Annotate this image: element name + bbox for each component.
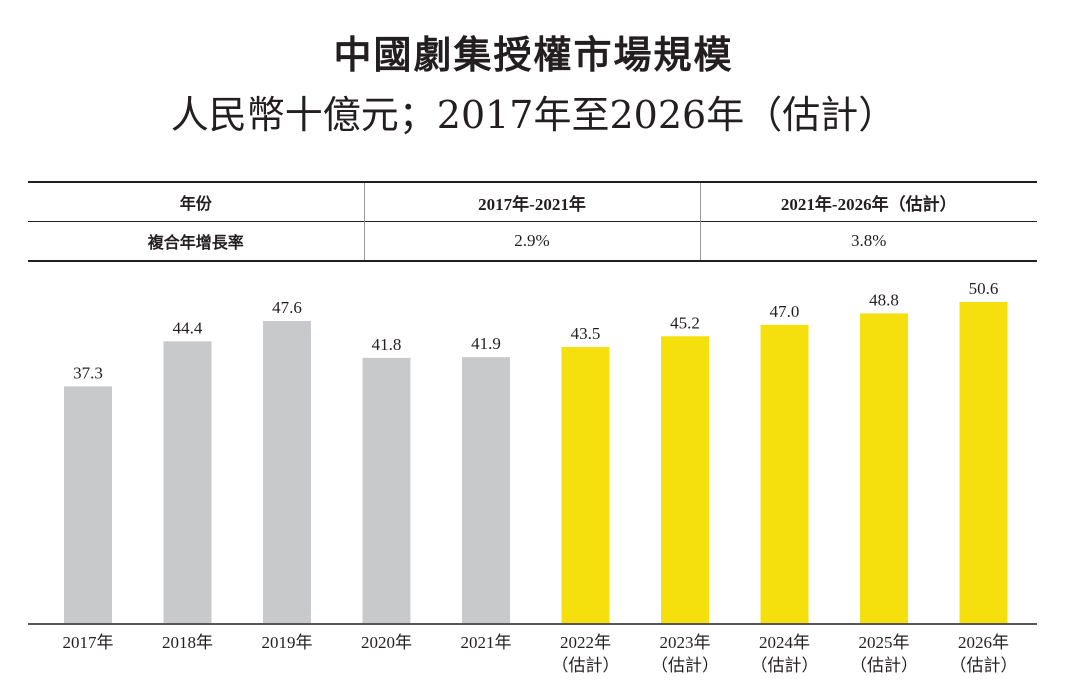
bar-2024年 (760, 324, 809, 623)
x-tick-note: （估計） (651, 656, 719, 675)
data-label: 48.8 (869, 290, 899, 309)
x-tick-label: 2021年 (461, 633, 512, 652)
x-tick-label: 2017年 (63, 633, 114, 652)
x-tick-label: 2024年 (759, 633, 810, 652)
x-tick-label: 2023年 (660, 633, 711, 652)
chart-title: 中國劇集授權市場規模 (333, 33, 734, 77)
data-label: 47.6 (272, 298, 302, 317)
cagr-value-row: 複合年增長率 2.9% 3.8% (28, 221, 1037, 262)
cagr-table: 年份 2017年-2021年 2021年-2026年（估計） 複合年增長率 2.… (28, 181, 1037, 262)
x-tick-note: （估計） (950, 656, 1018, 675)
bar-2021年 (462, 357, 510, 623)
cagr-header-row: 年份 2017年-2021年 2021年-2026年（估計） (28, 181, 1037, 222)
bar-2018年 (163, 341, 212, 623)
bar-2022年 (561, 347, 610, 623)
bar-2017年 (64, 386, 112, 623)
x-tick-label: 2026年 (958, 633, 1009, 652)
bar-2020年 (362, 357, 411, 623)
x-tick-note: （估計） (850, 656, 918, 675)
chart-subtitle: 人民幣十億元；2017年至2026年（估計） (170, 93, 897, 137)
data-label: 41.9 (471, 334, 501, 353)
bar-2019年 (263, 321, 311, 623)
bar-2026年 (959, 302, 1008, 623)
data-label: 47.0 (770, 302, 800, 321)
x-tick-label: 2025年 (859, 633, 910, 652)
x-tick-note: （估計） (751, 656, 819, 675)
x-tick-label: 2022年 (560, 633, 611, 652)
x-tick-note: （估計） (552, 656, 620, 675)
x-tick-label: 2018年 (162, 633, 213, 652)
year-header: 年份 (28, 181, 364, 222)
data-label: 50.6 (969, 279, 999, 298)
data-label: 43.5 (571, 324, 601, 343)
period-2-header: 2021年-2026年（估計） (699, 181, 1037, 222)
data-label: 37.3 (73, 363, 103, 382)
cagr-value-2: 3.8% (699, 221, 1037, 262)
cagr-value-1: 2.9% (363, 221, 700, 262)
period-1-header: 2017年-2021年 (363, 181, 700, 222)
data-label: 44.4 (173, 318, 203, 337)
x-tick-label: 2020年 (361, 633, 412, 652)
x-tick-label: 2019年 (262, 633, 313, 652)
bar-2023年 (661, 336, 709, 623)
cagr-label: 複合年增長率 (28, 221, 364, 262)
data-label: 41.8 (372, 335, 402, 354)
bar-2025年 (860, 313, 908, 623)
data-label: 45.2 (670, 313, 700, 332)
